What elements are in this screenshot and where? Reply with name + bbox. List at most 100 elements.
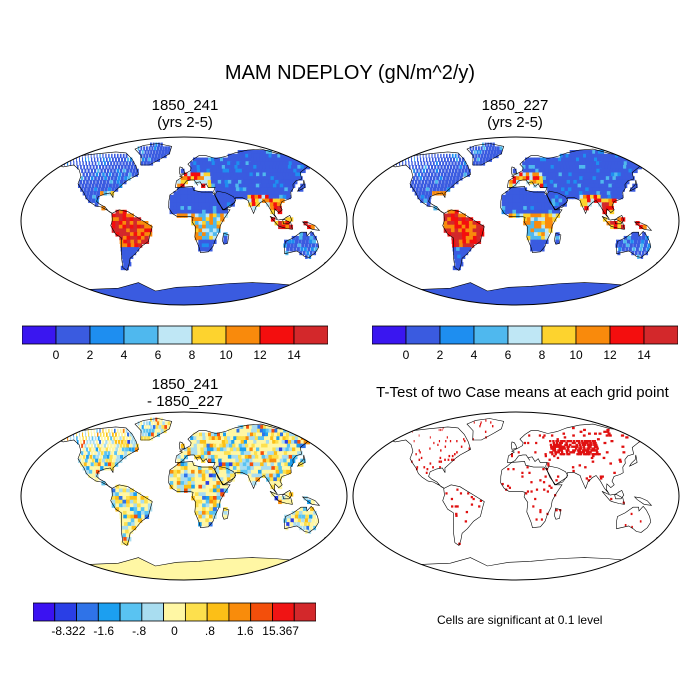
coastline-new-guinea bbox=[301, 221, 321, 231]
colorbar-tick-label: -.8 bbox=[132, 624, 147, 638]
colorbar-tick-label: -1.6 bbox=[93, 624, 115, 638]
coastline-australia bbox=[616, 230, 652, 258]
colorbar-swatch bbox=[157, 325, 193, 345]
colorbar-swatch bbox=[250, 602, 273, 622]
coastline-antarctica bbox=[383, 557, 648, 580]
map-field bbox=[51, 142, 338, 305]
colorbar-swatch bbox=[405, 325, 441, 345]
coastline-australia bbox=[284, 230, 320, 258]
map-field bbox=[383, 418, 670, 580]
colorbar-swatch bbox=[191, 325, 227, 345]
colorbar-swatch bbox=[228, 602, 252, 622]
coastline-arabia bbox=[546, 465, 569, 486]
coastline-south-america bbox=[442, 209, 485, 271]
coastline-indonesia bbox=[601, 216, 625, 230]
coastline-north-america bbox=[55, 151, 139, 214]
colorbar-swatch bbox=[54, 602, 77, 622]
significance-note: Cells are significant at 0.1 level bbox=[437, 613, 603, 627]
coastline-uk bbox=[510, 166, 518, 175]
coastline-uk bbox=[510, 441, 518, 450]
colorbar-swatch bbox=[507, 325, 543, 345]
colorbar-case-1 bbox=[22, 325, 328, 345]
panel-3-title-line2: - 1850_227 bbox=[147, 393, 223, 410]
coastline-greenland bbox=[466, 143, 505, 166]
coastline-borneo-png bbox=[282, 214, 293, 225]
coastline-borneo-png bbox=[614, 214, 625, 225]
colorbar-swatch bbox=[97, 602, 121, 622]
colorbar-difference-labels: -8.322 -1.6 -.8 0 .8 1.6 15.367 bbox=[33, 624, 316, 640]
map-border bbox=[20, 411, 348, 581]
colorbar-swatch bbox=[293, 325, 328, 345]
panel-1-title: 1850_241 (yrs 2-5) bbox=[20, 97, 350, 131]
colorbar-tick-label: 10 bbox=[219, 348, 233, 362]
figure-title: MAM NDEPLOY (gN/m^2/y) bbox=[224, 62, 476, 84]
panel-1-title-line2: (yrs 2-5) bbox=[157, 114, 213, 131]
colorbar-swatch bbox=[643, 325, 678, 345]
map-field bbox=[383, 142, 670, 305]
colorbar-swatch bbox=[184, 602, 208, 622]
colorbar-tick-label: 8 bbox=[538, 348, 546, 362]
coastline-europe-asia bbox=[175, 148, 323, 220]
coastline-greenland bbox=[134, 418, 173, 441]
colorbar-case-2 bbox=[372, 325, 678, 345]
coastline-madagascar bbox=[222, 232, 230, 245]
coastline-japan bbox=[628, 454, 638, 467]
panel-4-title: T-Test of two Case means at each grid po… bbox=[350, 384, 695, 401]
colorbar-swatch bbox=[259, 325, 295, 345]
colorbar-tick-label: 1.6 bbox=[236, 624, 254, 638]
colorbar-tick-label: -8.322 bbox=[51, 624, 86, 638]
colorbar-swatch bbox=[272, 602, 295, 622]
colorbar-tick-label: 6 bbox=[154, 348, 162, 362]
coastline-south-america bbox=[442, 484, 485, 546]
antarctica bbox=[384, 282, 648, 305]
coastline-japan bbox=[296, 179, 306, 192]
coastline-indonesia bbox=[601, 491, 625, 505]
coastline-new-guinea bbox=[633, 221, 653, 231]
coastline-greenland bbox=[134, 143, 173, 166]
coastline-borneo-png bbox=[282, 489, 293, 500]
colorbar-swatch bbox=[609, 325, 645, 345]
coastline-greenland bbox=[466, 418, 505, 441]
panel-1-title-line1: 1850_241 bbox=[151, 97, 219, 114]
colorbar-swatch bbox=[119, 602, 143, 622]
colorbar-swatch bbox=[372, 325, 407, 345]
colorbar-swatch bbox=[76, 602, 99, 622]
coastline-madagascar bbox=[554, 507, 562, 520]
coastline-arabia bbox=[214, 465, 237, 486]
antarctica bbox=[52, 282, 316, 305]
colorbar-tick-label: 14 bbox=[287, 348, 301, 362]
coastline-borneo-png bbox=[614, 489, 625, 500]
coastline-australia bbox=[284, 505, 320, 533]
colorbar-tick-label: 12 bbox=[253, 348, 267, 362]
colorbar-tick-label: 0 bbox=[52, 348, 60, 362]
colorbar-tick-label: 2 bbox=[436, 348, 444, 362]
colorbar-swatch bbox=[293, 602, 316, 622]
coastline-africa bbox=[500, 186, 563, 254]
colorbar-tick-label: 6 bbox=[504, 348, 512, 362]
coastline-indonesia bbox=[269, 216, 293, 230]
coastline-europe-asia bbox=[507, 423, 655, 495]
coastline-new-guinea bbox=[633, 496, 653, 506]
map-case-2 bbox=[352, 136, 680, 306]
coastline-europe-asia bbox=[175, 423, 323, 495]
coastline-arabia bbox=[214, 190, 237, 211]
coastline-uk bbox=[178, 441, 186, 450]
panel-3-title-line1: 1850_241 bbox=[151, 376, 219, 393]
map-border bbox=[20, 136, 348, 306]
map-field bbox=[51, 417, 338, 580]
panel-4-title-line1: T-Test of two Case means at each grid po… bbox=[376, 384, 669, 401]
coastline-north-america bbox=[387, 151, 471, 214]
coastline-north-america bbox=[55, 426, 139, 489]
coastline-madagascar bbox=[554, 232, 562, 245]
colorbar-tick-label: 0 bbox=[171, 624, 178, 638]
colorbar-swatch bbox=[123, 325, 159, 345]
coastline-uk bbox=[178, 166, 186, 175]
map-difference bbox=[20, 411, 348, 581]
colorbar-swatch bbox=[33, 602, 56, 622]
colorbar-tick-label: 4 bbox=[470, 348, 478, 362]
coastline-south-america bbox=[110, 209, 153, 271]
colorbar-tick-label: 8 bbox=[188, 348, 196, 362]
colorbar-tick-label: 14 bbox=[637, 348, 651, 362]
colorbar-swatch bbox=[541, 325, 577, 345]
map-ttest bbox=[352, 411, 680, 581]
